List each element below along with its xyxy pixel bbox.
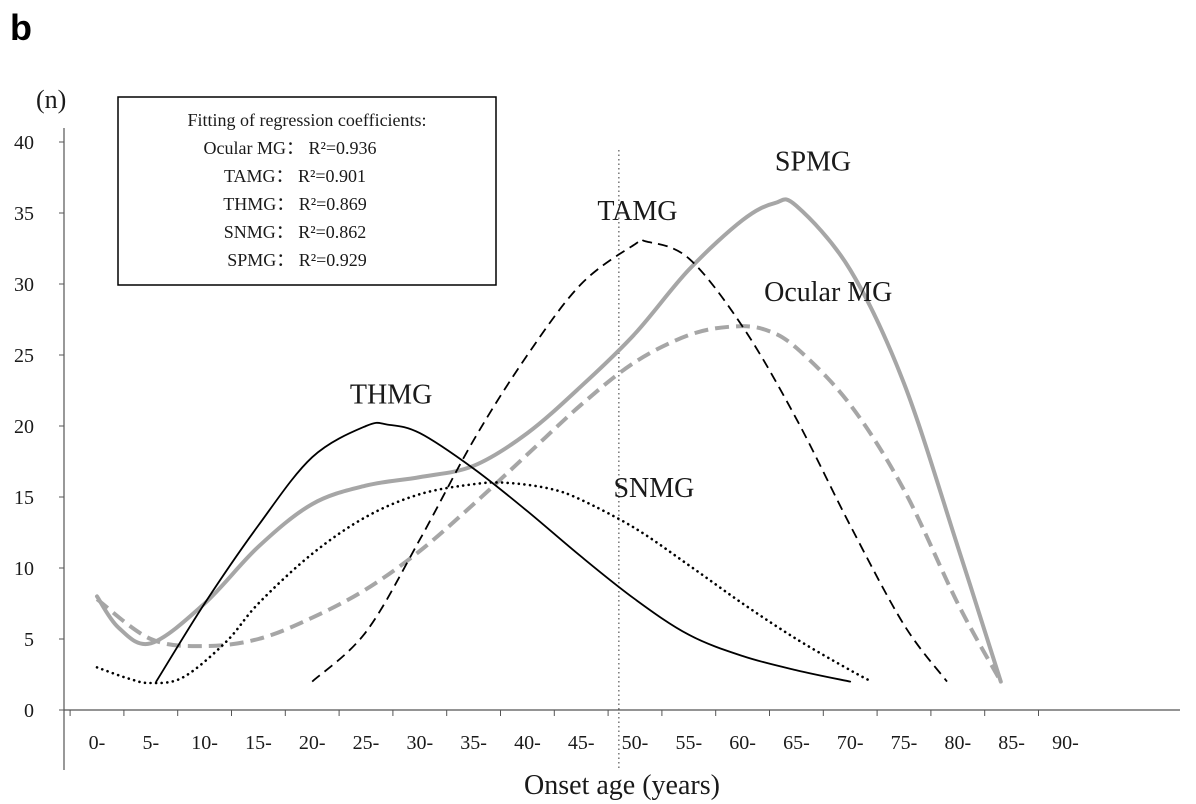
y-tick-label: 30	[14, 274, 34, 296]
series-label-thmg: THMG	[350, 379, 432, 410]
x-tick-label: 55-	[675, 732, 702, 754]
regression-fit-box: Fitting of regression coefficients: Ocul…	[117, 96, 497, 286]
y-tick-label: 5	[24, 629, 34, 651]
y-tick-label: 0	[24, 700, 34, 722]
series-line-snmg	[95, 481, 873, 685]
fit-box-line-thmg: THMG： R²=0.869	[223, 194, 367, 214]
series-line-spmg	[95, 197, 1003, 684]
axes-layer: 0 5 10 15 20 25 30 35 40 0- 5- 10- 15- 20- 25- 30- 35- 40…	[14, 128, 1180, 770]
x-tick-label: 15-	[245, 732, 272, 754]
series-label-tamg: TAMG	[597, 196, 677, 227]
series-line-tamg	[311, 238, 948, 683]
fit-box-line-snmg: SNMG： R²=0.862	[224, 222, 367, 242]
x-tick-label: 90-	[1052, 732, 1079, 754]
fit-box-line-spmg: SPMG： R²=0.929	[227, 250, 367, 270]
x-tick-label: 70-	[837, 732, 864, 754]
x-tick-label: 45-	[568, 732, 595, 754]
y-tick-label: 10	[14, 558, 34, 580]
x-tick-label: 10-	[191, 732, 218, 754]
x-tick-label: 20-	[299, 732, 326, 754]
fit-box-line-tamg: TAMG： R²=0.901	[224, 166, 366, 186]
series-label-spmg: SPMG	[775, 146, 851, 177]
x-tick-label: 50-	[622, 732, 649, 754]
x-tick-label: 35-	[460, 732, 487, 754]
x-tick-label: 5-	[142, 732, 159, 754]
series-line-ocular-mg	[95, 324, 1003, 683]
x-tick-label: 25-	[353, 732, 380, 754]
fit-box-frame	[117, 96, 497, 286]
y-tick-label: 20	[14, 416, 34, 438]
series-labels-layer: SPMG TAMG Ocular MG THMG SNMG	[350, 146, 893, 504]
x-tick-label: 85-	[998, 732, 1025, 754]
x-tick-label: 40-	[514, 732, 541, 754]
series-layer	[95, 197, 1003, 685]
y-tick-label: 35	[14, 203, 34, 225]
x-tick-label: 65-	[783, 732, 810, 754]
y-tick-label: 40	[14, 132, 34, 154]
y-unit-label: (n)	[36, 85, 66, 114]
panel-label: b	[10, 7, 32, 48]
fit-box-title: Fitting of regression coefficients:	[187, 110, 426, 130]
fit-box-line-ocular: Ocular MG： R²=0.936	[203, 138, 376, 158]
series-label-snmg: SNMG	[613, 473, 694, 504]
x-tick-label: 75-	[891, 732, 918, 754]
x-tick-label: 60-	[729, 732, 756, 754]
series-label-ocular-mg: Ocular MG	[764, 277, 892, 308]
x-tick-label: 80-	[944, 732, 971, 754]
x-tick-label: 0-	[89, 732, 106, 754]
x-axis-title: Onset age (years)	[524, 770, 720, 801]
y-tick-label: 15	[14, 487, 34, 509]
x-tick-label: 30-	[406, 732, 433, 754]
series-line-thmg	[155, 421, 852, 683]
y-tick-label: 25	[14, 345, 34, 367]
